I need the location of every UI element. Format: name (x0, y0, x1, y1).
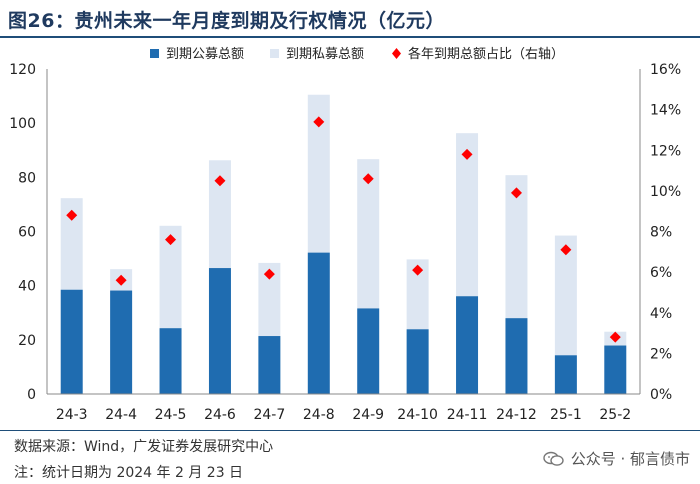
source-note: 数据来源：Wind，广发证券发展研究中心 (14, 439, 274, 455)
y-right-tick-label: 12% (650, 143, 681, 159)
ratio-point (313, 116, 325, 128)
x-tick-label: 24-5 (155, 407, 187, 423)
legend-ratio-swatch (392, 48, 401, 59)
ratio-point (115, 274, 127, 286)
y-right-tick-label: 14% (650, 103, 681, 119)
bar-public (307, 252, 330, 394)
wechat-icon (542, 451, 565, 467)
bar-private (406, 259, 429, 330)
ratio-point (66, 209, 78, 221)
x-tick-label: 24-6 (204, 407, 236, 423)
bar-private (159, 225, 182, 329)
x-tick-label: 24-12 (496, 407, 537, 423)
y-right-tick-label: 16% (650, 62, 681, 78)
bar-public (406, 329, 429, 394)
bar-public (357, 308, 380, 394)
y-right-tick-label: 0% (650, 387, 672, 403)
ratio-point (510, 187, 522, 199)
ratio-point (461, 148, 473, 160)
bar-public (456, 296, 479, 394)
legend-public-label: 到期公募总额 (166, 47, 244, 62)
ratio-point (165, 234, 177, 246)
bar-public (60, 289, 83, 394)
bar-public (159, 328, 182, 394)
y-right-tick-label: 4% (650, 306, 672, 322)
y-right-tick-label: 8% (650, 225, 672, 241)
ratio-point (560, 244, 572, 256)
title-rule (0, 36, 700, 38)
bar-private (208, 160, 231, 269)
bottom-rule (0, 430, 700, 431)
legend-private-label: 到期私募总额 (286, 47, 364, 62)
ratio-point (609, 331, 621, 343)
x-tick-label: 24-10 (397, 407, 438, 423)
x-tick-label: 24-4 (105, 407, 137, 423)
bar-public (258, 336, 281, 394)
x-tick-label: 25-1 (550, 407, 582, 423)
y-right-tick-label: 10% (650, 184, 681, 200)
x-tick-label: 24-7 (253, 407, 285, 423)
bar-private (456, 133, 479, 297)
x-tick-label: 24-8 (303, 407, 335, 423)
ratio-point (214, 175, 226, 187)
ratio-point (362, 173, 374, 185)
bar-public (110, 290, 133, 394)
watermark: 公众号 · 郁言债市 (542, 448, 690, 469)
legend-private-swatch (270, 49, 279, 58)
y-left-tick-label: 120 (9, 62, 36, 78)
bar-private (505, 175, 528, 319)
y-left-tick-label: 40 (18, 279, 36, 295)
x-tick-label: 24-3 (56, 407, 88, 423)
bar-private (307, 94, 330, 253)
legend-public-swatch (150, 49, 159, 58)
chart: 到期公募总额 到期私募总额 各年到期总额占比（右轴） 0 20 40 60 80 100 120 0… (9, 46, 681, 423)
x-tick-label: 24-11 (447, 407, 488, 423)
y-right-tick-label: 6% (650, 265, 672, 281)
y-left-tick-label: 80 (18, 170, 36, 186)
bar-private (258, 262, 281, 337)
bar-private (60, 198, 83, 290)
bar-private (554, 235, 577, 356)
ratio-point (263, 268, 275, 280)
bar-public (604, 345, 627, 394)
bar-public (554, 355, 577, 394)
y-left-tick-label: 60 (18, 225, 36, 241)
y-left-tick-label: 0 (27, 387, 36, 403)
y-left-tick-label: 20 (18, 333, 36, 349)
x-tick-label: 25-2 (599, 407, 631, 423)
ratio-point (412, 264, 424, 276)
y-right-tick-label: 2% (650, 346, 672, 362)
bar-public (505, 318, 528, 394)
chart-title: 图26：贵州未来一年月度到期及行权情况（亿元） (8, 10, 445, 32)
title-bar: 图26：贵州未来一年月度到期及行权情况（亿元） (0, 0, 700, 38)
y-left-tick-label: 100 (9, 116, 36, 132)
x-tick-label: 24-9 (352, 407, 384, 423)
bar-private (357, 159, 380, 309)
legend-ratio-label: 各年到期总额占比（右轴） (408, 46, 564, 62)
watermark-text: 公众号 · 郁言债市 (570, 450, 690, 468)
bar-public (208, 268, 231, 394)
date-note: 注：统计日期为 2024 年 2 月 23 日 (14, 465, 244, 481)
